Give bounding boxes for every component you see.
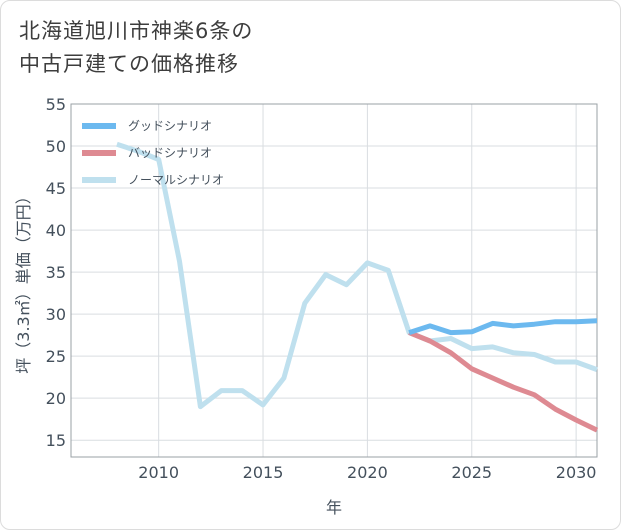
x-tick-labels: 2010 2015 2020 2025 2030 [138,463,596,482]
y-tick-label: 40 [46,221,66,240]
legend-label-good: グッドシナリオ [128,119,212,133]
grid-lines [71,103,597,457]
y-tick-label: 30 [46,305,66,324]
title-line-2: 中古戸建ての価格推移 [19,52,239,76]
y-tick-label: 25 [46,347,66,366]
legend-label-normal: ノーマルシナリオ [128,173,224,187]
plot-frame [70,103,598,458]
y-tick-label: 35 [46,263,66,282]
y-tick-label: 55 [46,95,66,114]
x-tick-label: 2010 [138,463,179,482]
y-tick-label: 15 [46,431,66,450]
series-lines [116,141,599,433]
x-tick-label: 2025 [451,463,492,482]
x-axis-label: 年 [326,498,342,517]
series-line-good [408,318,598,336]
series-line-normal [116,141,598,410]
x-tick-label: 2020 [347,463,388,482]
x-tick-label: 2015 [243,463,284,482]
series-line-bad [408,330,599,433]
chart-title: 北海道旭川市神楽6条の 中古戸建ての価格推移 [19,15,253,81]
y-tick-label: 20 [46,389,66,408]
y-tick-label: 45 [46,179,66,198]
legend-label-bad: バッドシナリオ [128,146,212,160]
y-axis-label: 坪（3.3㎡）単価（万円） [14,188,33,373]
title-line-1: 北海道旭川市神楽6条の [19,19,254,43]
y-tick-labels: 15 20 25 30 35 40 45 50 55 [46,95,66,450]
x-tick-label: 2030 [556,463,597,482]
y-tick-label: 50 [46,137,66,156]
